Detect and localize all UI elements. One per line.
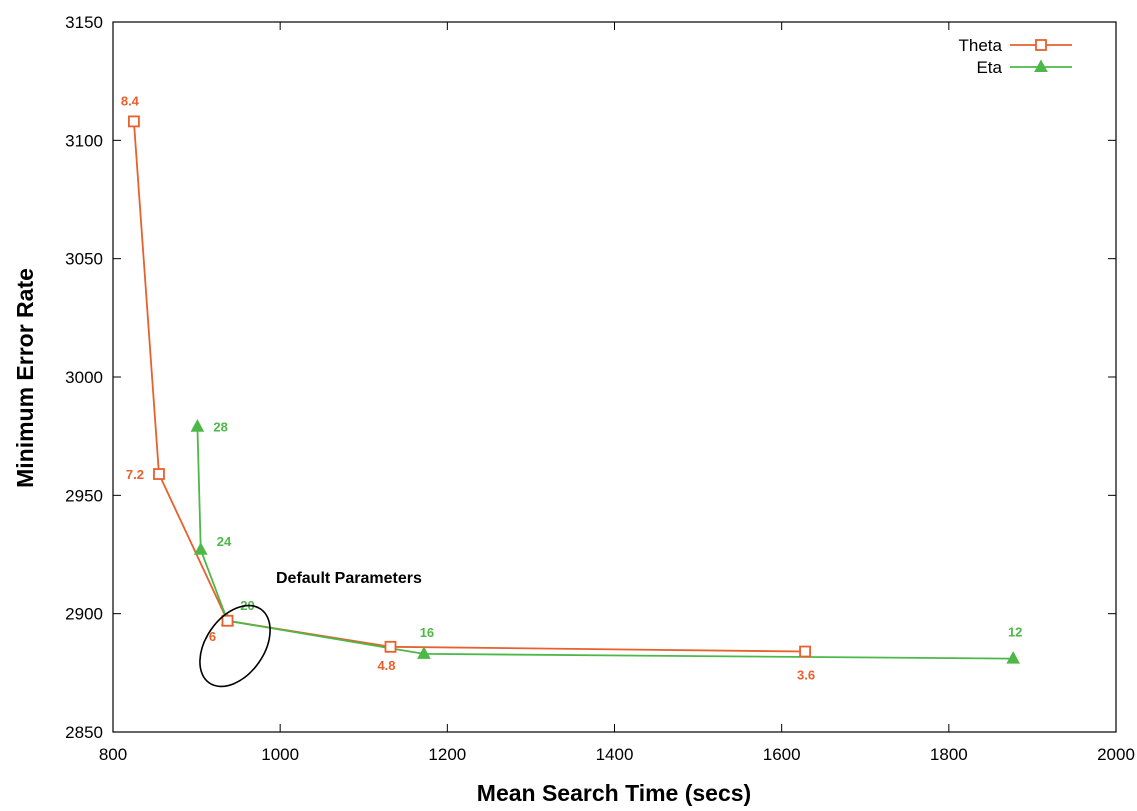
data-point-eta bbox=[193, 542, 208, 555]
y-tick-label: 2850 bbox=[65, 723, 103, 742]
default-parameters-annotation: Default Parameters bbox=[276, 570, 422, 587]
plot-frame bbox=[112, 21, 1117, 733]
data-label-theta: 3.6 bbox=[797, 668, 815, 683]
axis-ticks: 800 1000 1200 1400 1600 1800 2000 2850 2900 2950 3… bbox=[65, 13, 1135, 764]
x-tick-label: 1600 bbox=[763, 745, 801, 764]
data-point-theta bbox=[127, 115, 140, 128]
x-tick-label: 1000 bbox=[261, 745, 299, 764]
x-tick-label: 800 bbox=[99, 745, 127, 764]
data-point-theta bbox=[799, 645, 811, 658]
legend: Theta Eta bbox=[959, 36, 1072, 77]
default-parameters-ellipse bbox=[199, 604, 271, 688]
data-point-theta bbox=[221, 614, 234, 627]
data-point-theta bbox=[153, 468, 165, 480]
data-label-eta: 16 bbox=[420, 625, 434, 640]
data-point-theta bbox=[384, 640, 397, 653]
y-tick-label: 2950 bbox=[65, 486, 103, 505]
x-tick-label: 1200 bbox=[428, 745, 466, 764]
y-tick-label: 3100 bbox=[65, 131, 103, 150]
data-label-eta: 12 bbox=[1008, 625, 1022, 640]
series-line-eta bbox=[196, 426, 1014, 660]
data-point-eta bbox=[1006, 651, 1021, 664]
x-tick-label: 2000 bbox=[1097, 745, 1135, 764]
y-tick-label: 3000 bbox=[65, 368, 103, 387]
data-label-theta: 7.2 bbox=[126, 467, 144, 482]
legend-label-theta: Theta bbox=[959, 36, 1003, 55]
data-label-eta: 28 bbox=[213, 420, 227, 435]
x-tick-label: 1400 bbox=[596, 745, 634, 764]
data-point-eta bbox=[417, 646, 431, 659]
x-axis-title: Mean Search Time (secs) bbox=[477, 780, 751, 806]
data-label-theta: 6 bbox=[209, 629, 216, 644]
series-markers bbox=[127, 115, 1021, 664]
y-tick-label: 2900 bbox=[65, 605, 103, 624]
y-tick-label: 3050 bbox=[65, 250, 103, 269]
series-line-theta bbox=[132, 121, 806, 653]
x-tick-label: 1800 bbox=[930, 745, 968, 764]
y-axis-title: Minimum Error Rate bbox=[12, 268, 38, 488]
data-label-eta: 24 bbox=[217, 534, 232, 549]
legend-label-eta: Eta bbox=[976, 58, 1002, 77]
series-lines bbox=[132, 121, 1014, 660]
data-label-theta: 4.8 bbox=[377, 658, 395, 673]
y-tick-label: 3150 bbox=[65, 13, 103, 32]
legend-marker-eta bbox=[1034, 59, 1048, 72]
data-label-theta: 8.4 bbox=[121, 93, 140, 108]
data-point-eta bbox=[190, 419, 205, 432]
legend-marker-theta bbox=[1035, 39, 1047, 51]
